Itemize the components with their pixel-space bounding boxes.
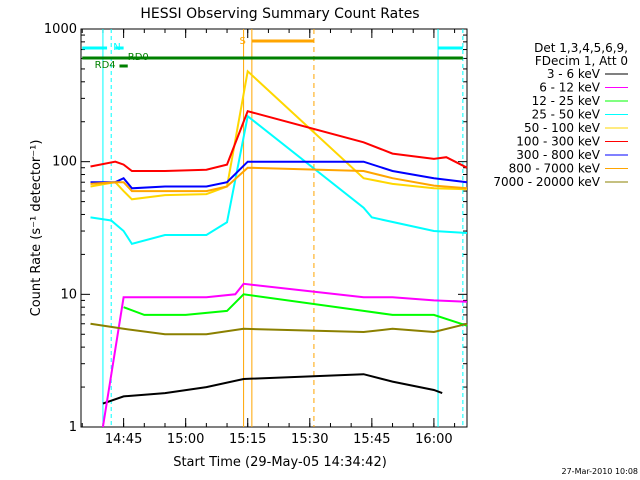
y-tick-label: 1 [69,420,77,435]
y-tick-label: 100 [52,155,77,170]
legend-item-label: 6 - 12 keV [539,81,601,95]
x-tick-label: 15:00 [167,432,204,447]
series-line-4 [90,69,468,201]
timestamp: 27-Mar-2010 10:08 [562,467,639,476]
legend-item-label: 50 - 100 keV [524,121,601,135]
y-axis-ticks: 1 10 100 1000 [44,22,467,435]
x-tick-label: 15:15 [229,432,266,447]
rd0-label: RD0 [128,52,149,63]
legend-header-2: FDecim 1, Att 0 [535,54,628,68]
y-tick-label: 1000 [44,22,77,37]
legend-item-label: 25 - 50 keV [532,108,601,122]
legend-item-label: 12 - 25 keV [532,94,601,108]
legend-header-1: Det 1,3,4,5,6,9, [534,41,628,55]
saa-label: S [239,36,245,47]
legend-item-label: 800 - 7000 keV [509,162,601,176]
flag-markers: N S RD0 RD4 [82,29,464,427]
legend-item-label: 300 - 800 keV [516,148,600,162]
x-tick-label: 16:00 [415,432,452,447]
series-line-2 [123,293,468,327]
x-tick-label: 15:45 [353,432,390,447]
night-label: N [113,42,120,53]
legend-item-label: 100 - 300 keV [516,135,600,149]
series-line-8 [90,322,468,336]
series-line-3 [90,114,468,246]
rd4-label: RD4 [95,60,116,71]
plot-frame [80,28,468,428]
x-axis-ticks: 14:45 15:00 15:15 15:30 15:45 16:00 [81,29,456,447]
x-tick-label: 14:45 [105,432,142,447]
y-axis-label: Count Rate (s⁻¹ detector⁻¹) [29,140,44,317]
y-tick-label: 10 [60,287,77,302]
legend: Det 1,3,4,5,6,9, FDecim 1, Att 0 3 - 6 k… [493,41,628,189]
legend-item-label: 7000 - 20000 keV [493,175,600,189]
x-axis-label: Start Time (29-May-05 14:34:42) [173,455,387,470]
legend-item-label: 3 - 6 keV [547,67,601,81]
series-line-0 [102,373,443,405]
series-line-6 [90,160,468,190]
series-line-7 [90,166,468,193]
series-lines [90,69,468,428]
x-tick-label: 15:30 [291,432,328,447]
series-line-1 [101,282,468,428]
series-line-5 [90,110,468,172]
chart-title: HESSI Observing Summary Count Rates [140,6,419,22]
